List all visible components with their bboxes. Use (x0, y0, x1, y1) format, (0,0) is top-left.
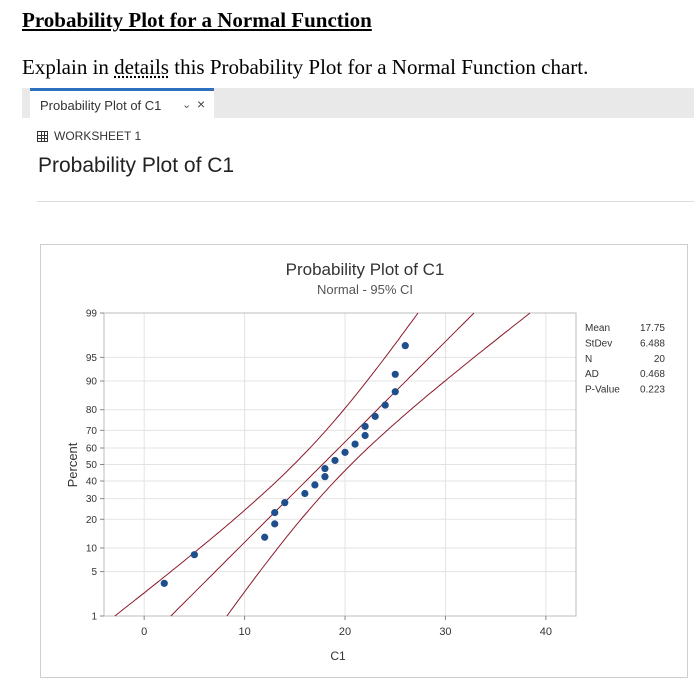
stats-legend: Mean 17.75 StDev 6.488 N 20 AD 0.468 P-Value 0.22… (585, 323, 665, 396)
stat-value: 6.488 (640, 338, 665, 349)
data-point (301, 489, 309, 498)
data-point (341, 448, 349, 456)
data-point (371, 412, 379, 420)
chart-title: Probability Plot of C1 (286, 260, 445, 279)
chevron-down-icon[interactable]: ⌄ (182, 99, 192, 111)
question-text-link: details (114, 55, 169, 79)
y-tick-label: 99 (86, 309, 98, 320)
data-point (271, 509, 279, 517)
tab-bar: Probability Plot of C1 ⌄ × (22, 88, 694, 118)
data-point (321, 464, 329, 473)
chart-subtitle: Normal - 95% CI (317, 282, 413, 297)
x-axis-label: C1 (330, 649, 346, 663)
ci-band-left (114, 312, 419, 617)
y-tick-label: 5 (91, 567, 97, 578)
data-point (311, 481, 319, 489)
data-point (261, 533, 269, 541)
data-point (401, 342, 409, 350)
question-text-start: Explain in (22, 55, 115, 79)
question-text-end: this Probability Plot for a Normal Funct… (168, 55, 589, 79)
data-point (361, 431, 369, 440)
close-icon[interactable]: × (197, 96, 206, 112)
data-point (190, 551, 198, 559)
stat-label: Mean (585, 323, 610, 334)
fit-line (170, 312, 475, 617)
y-axis-label: Percent (65, 442, 80, 487)
data-point (361, 422, 369, 430)
data-point (381, 401, 389, 409)
document-heading: Probability Plot for a Normal Function (22, 8, 372, 32)
data-point (271, 520, 279, 528)
tab-probability-plot[interactable]: Probability Plot of C1 ⌄ × (30, 88, 214, 118)
tab-label: Probability Plot of C1 (40, 98, 162, 113)
data-point (391, 388, 399, 396)
page-title: Probability Plot of C1 (38, 154, 235, 177)
stat-label: StDev (585, 338, 612, 349)
x-tick-labels: 0 10 20 30 40 (141, 616, 552, 638)
x-tick-label: 0 (141, 626, 147, 638)
y-tick-label: 30 (86, 494, 98, 505)
data-point (160, 579, 168, 587)
stat-label: AD (585, 369, 599, 380)
worksheet-label: WORKSHEET 1 (54, 129, 142, 143)
x-tick-label: 20 (339, 626, 351, 638)
y-tick-label: 90 (86, 377, 98, 388)
y-tick-label: 70 (86, 426, 98, 437)
y-tick-label: 60 (86, 444, 98, 455)
data-point (351, 440, 359, 448)
data-point (321, 473, 329, 481)
y-tick-label: 1 (91, 612, 97, 623)
worksheet-breadcrumb[interactable]: WORKSHEET 1 (37, 129, 141, 143)
grid-lines (104, 312, 576, 617)
data-point (391, 370, 399, 378)
y-tick-label: 95 (86, 353, 98, 364)
question-text: Explain in details this Probability Plot… (22, 55, 588, 80)
x-tick-label: 10 (238, 626, 250, 638)
data-point (281, 499, 289, 507)
stat-value: 0.468 (640, 369, 665, 380)
ci-band-right (226, 312, 531, 617)
stat-value: 0.223 (640, 385, 665, 396)
stat-value: 17.75 (640, 323, 665, 334)
confidence-bands (114, 312, 531, 617)
stat-label: N (585, 354, 592, 365)
stat-value: 20 (654, 354, 666, 365)
y-tick-label: 40 (86, 476, 98, 487)
divider (37, 201, 694, 202)
y-tick-label: 10 (86, 543, 98, 554)
grid-icon (37, 130, 48, 142)
y-tick-label: 80 (86, 405, 98, 416)
stat-label: P-Value (585, 385, 620, 396)
y-tick-label: 50 (86, 460, 98, 471)
x-tick-label: 30 (439, 626, 451, 638)
y-tick-label: 20 (86, 515, 98, 526)
y-tick-labels: 1 5 10 20 30 40 50 60 70 80 90 95 99 (86, 309, 104, 623)
data-point (331, 456, 339, 465)
x-tick-label: 40 (540, 626, 552, 638)
data-points (160, 342, 409, 587)
chart-frame (40, 244, 688, 678)
